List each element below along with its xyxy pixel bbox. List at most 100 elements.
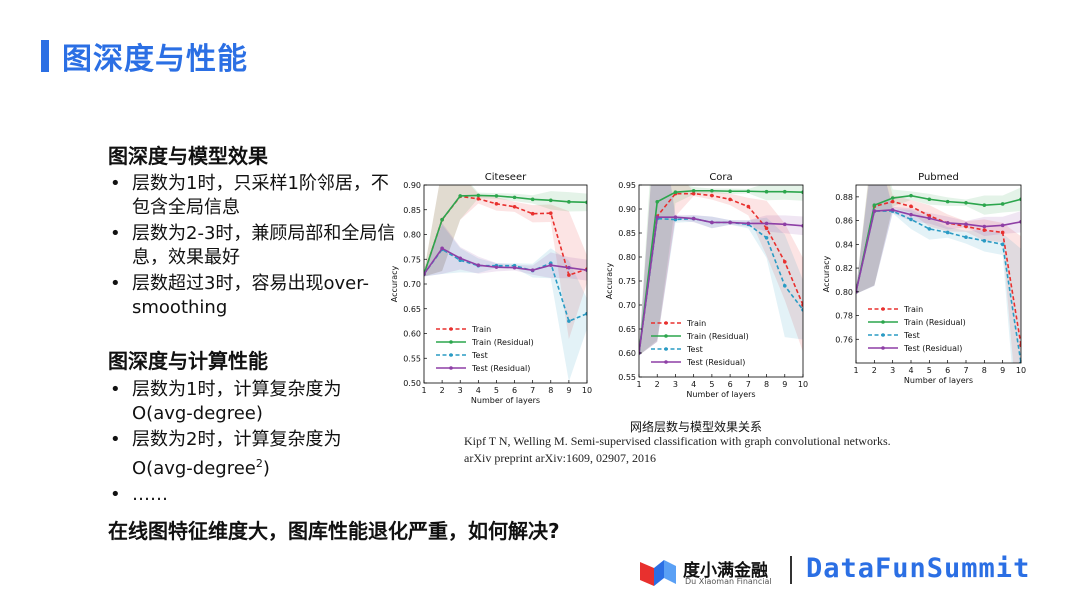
x-tick-label: 1 (636, 380, 641, 389)
data-point (424, 272, 426, 276)
data-point (673, 215, 678, 219)
series-band (639, 185, 803, 356)
y-tick-label: 0.90 (618, 205, 636, 214)
y-tick-label: 0.70 (618, 301, 636, 310)
data-point (494, 265, 499, 269)
data-point (655, 200, 660, 204)
data-point (728, 220, 732, 225)
series-band (856, 185, 1021, 363)
data-point (691, 216, 696, 221)
legend-label: Test (686, 345, 703, 354)
legend-marker (881, 307, 885, 311)
slide-title: 图深度与性能 (62, 42, 248, 77)
x-tick-label: 9 (1000, 366, 1005, 375)
y-tick-label: 0.55 (618, 373, 636, 382)
x-tick-label: 9 (782, 380, 787, 389)
legend-marker (664, 334, 668, 338)
legend-label: Train (Residual) (903, 318, 966, 327)
data-point (909, 212, 913, 217)
data-point (927, 227, 932, 231)
y-tick-label: 0.60 (403, 330, 421, 339)
data-point (964, 201, 968, 205)
data-point (530, 268, 535, 272)
x-tick-label: 4 (476, 386, 481, 395)
y-tick-label: 0.76 (835, 335, 853, 344)
title-accent-bar (41, 40, 49, 72)
figure-caption: 网络层数与模型效果关系 (630, 420, 763, 434)
data-point (782, 189, 787, 194)
data-point (782, 284, 787, 288)
data-point (530, 197, 535, 202)
data-point (982, 203, 987, 207)
x-tick-label: 4 (691, 380, 696, 389)
x-tick-label: 1 (421, 386, 426, 395)
legend-marker (449, 353, 453, 357)
data-point (512, 204, 517, 209)
y-tick-label: 0.55 (403, 354, 421, 363)
data-point (782, 260, 787, 264)
event-logo: DataFunSummit (806, 553, 1031, 584)
data-point (567, 200, 571, 204)
x-tick-label: 7 (963, 366, 968, 375)
data-point (746, 221, 751, 226)
series-line (639, 217, 803, 354)
y-tick-label: 0.90 (403, 181, 421, 190)
data-point (728, 189, 732, 194)
x-tick-label: 8 (982, 366, 987, 375)
x-tick-label: 7 (746, 380, 751, 389)
section1-bullet-list: 层数为1时，只采样1阶邻居，不包含全局信息 层数为2-3时，兼顾局部和全局信息，… (108, 172, 398, 322)
x-tick-label: 5 (494, 386, 499, 395)
data-point (764, 226, 769, 230)
bullet-text-end: ) (262, 458, 270, 479)
data-point (458, 194, 463, 198)
superscript: 2 (255, 457, 263, 470)
data-point (440, 217, 444, 222)
data-point (458, 256, 463, 261)
data-point (567, 319, 571, 323)
data-point (890, 199, 895, 204)
y-tick-label: 0.80 (403, 231, 421, 240)
y-tick-label: 0.75 (618, 277, 636, 286)
data-point (691, 188, 696, 193)
x-tick-label: 10 (582, 386, 592, 395)
y-tick-label: 0.84 (835, 240, 853, 249)
series-line (856, 194, 1021, 292)
data-point (494, 194, 499, 198)
data-point (964, 222, 968, 226)
legend-label: Train (Residual) (471, 338, 534, 347)
y-tick-label: 0.50 (403, 379, 421, 388)
x-tick-label: 10 (798, 380, 808, 389)
reference-line-1: Kipf T N, Welling M. Semi-supervised cla… (464, 434, 891, 448)
legend-marker (881, 320, 885, 324)
series-line (856, 209, 1021, 292)
data-point (567, 265, 571, 270)
data-point (512, 265, 517, 270)
legend-marker (881, 333, 885, 337)
list-item: 层数为1时，只采样1阶邻居，不包含全局信息 (108, 172, 398, 220)
y-axis-label: Accuracy (605, 262, 614, 299)
data-point (548, 198, 553, 203)
data-point (945, 221, 950, 225)
section1-heading: 图深度与模型效果 (108, 144, 268, 168)
series-band (424, 224, 587, 382)
question-text: 在线图特征维度大，图库性能退化严重，如何解决? (108, 519, 560, 543)
data-point (764, 236, 769, 240)
data-point (673, 190, 678, 194)
du-xiaoman-logo-icon (640, 560, 676, 586)
x-tick-label: 2 (440, 386, 445, 395)
accuracy-vs-layers-figure: Citeseer 1 2 3 4 5 6 7 8 9 10 0.50 0.55 0.60 0.65 0.70 0… (390, 172, 1026, 405)
series-band (639, 185, 803, 356)
series-line (424, 194, 587, 275)
y-tick-label: 0.95 (618, 181, 636, 190)
data-point (476, 197, 481, 201)
series-line (639, 192, 803, 354)
data-point (982, 228, 987, 232)
data-point (872, 209, 877, 213)
legend-label: Train (903, 305, 923, 314)
data-point (801, 308, 803, 312)
x-tick-label: 3 (673, 380, 678, 389)
chart-title: Pubmed (918, 172, 959, 183)
data-point (1019, 343, 1021, 347)
x-tick-label: 5 (709, 380, 714, 389)
data-point (548, 263, 553, 267)
